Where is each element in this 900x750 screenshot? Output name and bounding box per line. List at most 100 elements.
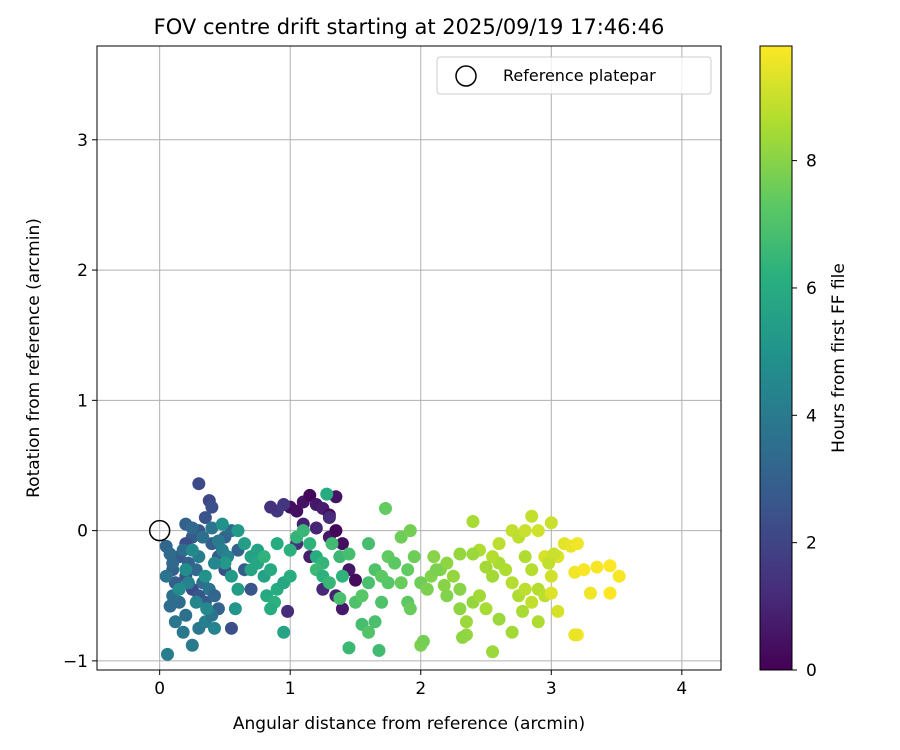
data-point xyxy=(270,537,284,551)
data-point xyxy=(375,595,389,609)
data-point xyxy=(568,628,582,642)
data-point xyxy=(309,521,323,535)
data-point xyxy=(283,543,297,557)
data-point xyxy=(362,576,376,590)
data-point xyxy=(525,595,539,609)
data-point xyxy=(196,530,210,544)
data-point xyxy=(525,509,539,523)
data-point xyxy=(163,599,177,613)
data-point xyxy=(437,578,451,592)
data-point xyxy=(185,543,199,557)
data-point xyxy=(281,604,295,618)
data-point xyxy=(466,547,480,561)
data-point xyxy=(544,586,558,600)
data-point xyxy=(403,524,417,538)
data-point xyxy=(570,537,584,551)
data-point xyxy=(505,625,519,639)
x-tick-label: 4 xyxy=(676,679,687,699)
data-point xyxy=(303,537,317,551)
data-point xyxy=(479,602,493,616)
data-point xyxy=(192,477,206,491)
data-point xyxy=(492,612,506,626)
data-point xyxy=(403,602,417,616)
data-point xyxy=(207,589,221,603)
legend-marker-reference xyxy=(455,65,477,87)
data-point xyxy=(335,602,349,616)
data-point xyxy=(325,537,339,551)
data-point xyxy=(320,487,334,501)
data-point xyxy=(453,582,467,596)
data-point xyxy=(472,589,486,603)
data-point xyxy=(416,634,430,648)
data-point xyxy=(466,514,480,528)
data-point xyxy=(348,573,362,587)
legend-entry-reference: Reference platepar xyxy=(503,66,656,85)
data-point xyxy=(342,547,356,561)
data-point xyxy=(518,524,532,538)
data-point xyxy=(296,524,310,538)
data-point xyxy=(231,524,245,538)
y-tick-label: 2 xyxy=(77,261,88,281)
data-point xyxy=(160,647,174,661)
data-point xyxy=(388,556,402,570)
legend: Reference platepar xyxy=(436,56,712,95)
data-point xyxy=(429,563,443,577)
data-point xyxy=(290,504,304,518)
data-point xyxy=(440,556,454,570)
data-point xyxy=(518,550,532,564)
data-point xyxy=(479,560,493,574)
data-point xyxy=(218,556,232,570)
data-point xyxy=(342,641,356,655)
data-point xyxy=(179,608,193,622)
data-point xyxy=(181,576,195,590)
data-point xyxy=(453,547,467,561)
data-point xyxy=(446,569,460,583)
data-point xyxy=(603,559,617,573)
colorbar-tick-label: 2 xyxy=(806,534,817,554)
data-point xyxy=(394,576,408,590)
data-point xyxy=(427,550,441,564)
data-point xyxy=(544,569,558,583)
y-tick-label: −1 xyxy=(63,652,88,672)
data-point xyxy=(335,569,349,583)
data-point xyxy=(518,582,532,596)
data-point xyxy=(362,537,376,551)
colorbar-label: Hours from first FF file xyxy=(829,263,849,453)
x-tick-label: 3 xyxy=(546,679,557,699)
data-point xyxy=(368,615,382,629)
data-point xyxy=(283,569,297,583)
data-point xyxy=(179,563,193,577)
data-point xyxy=(372,643,386,657)
colorbar-tick-label: 6 xyxy=(806,279,817,299)
data-point xyxy=(185,638,199,652)
y-tick-label: 3 xyxy=(77,131,88,151)
data-point xyxy=(603,586,617,600)
data-point xyxy=(440,589,454,603)
x-axis-label: Angular distance from reference (arcmin) xyxy=(233,714,585,734)
data-point xyxy=(207,556,221,570)
data-point xyxy=(355,589,369,603)
data-point xyxy=(198,569,212,583)
data-point xyxy=(505,576,519,590)
data-point xyxy=(322,576,336,590)
data-point xyxy=(264,500,278,514)
data-point xyxy=(168,615,182,629)
data-point xyxy=(172,582,186,596)
data-point xyxy=(238,537,252,551)
data-point xyxy=(224,569,238,583)
x-axis-ticks: 0 1 2 3 4 xyxy=(154,670,687,699)
chart-title: FOV centre drift starting at 2025/09/19 … xyxy=(154,15,665,39)
data-point xyxy=(456,630,470,644)
data-point xyxy=(189,563,203,577)
data-point xyxy=(577,563,591,577)
plot-frame xyxy=(96,45,722,671)
reference-marker-layer xyxy=(148,519,171,542)
colorbar-ticks: 0 2 4 6 8 xyxy=(792,152,817,681)
data-point xyxy=(525,563,539,577)
data-point xyxy=(531,615,545,629)
legend-box xyxy=(436,56,712,95)
data-point xyxy=(453,602,467,616)
data-points xyxy=(159,477,626,661)
data-point xyxy=(590,560,604,574)
data-point xyxy=(215,517,229,531)
